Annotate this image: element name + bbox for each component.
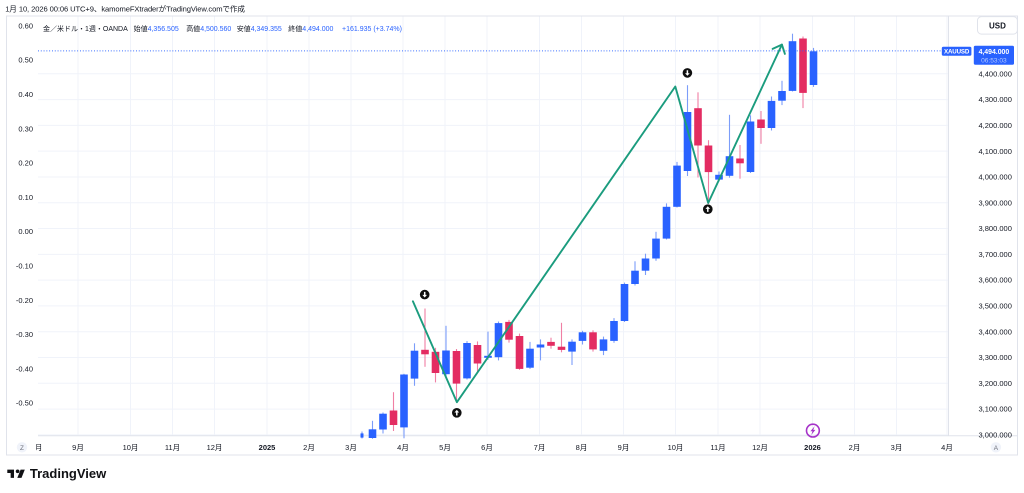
- svg-text:0.40: 0.40: [18, 90, 33, 99]
- svg-text:4,100.000: 4,100.000: [979, 147, 1012, 156]
- svg-text:9月: 9月: [618, 443, 630, 452]
- svg-text:4,000.000: 4,000.000: [979, 173, 1012, 182]
- svg-text:3,800.000: 3,800.000: [979, 224, 1012, 233]
- svg-text:8月: 8月: [576, 443, 588, 452]
- svg-text:-0.30: -0.30: [16, 330, 33, 339]
- svg-text:3,600.000: 3,600.000: [979, 276, 1012, 285]
- svg-text:4,400.000: 4,400.000: [979, 69, 1012, 78]
- svg-text:11月: 11月: [710, 443, 725, 452]
- svg-text:4月: 4月: [941, 443, 953, 452]
- svg-text:8月: 8月: [31, 443, 43, 452]
- svg-text:12月: 12月: [752, 443, 768, 452]
- svg-text:TradingView: TradingView: [30, 466, 107, 481]
- svg-text:XAUUSD: XAUUSD: [944, 49, 970, 56]
- svg-text:A: A: [994, 445, 999, 452]
- svg-text:1月 10, 2026 00:06 UTC+9、kamome: 1月 10, 2026 00:06 UTC+9、kamomeFXtraderがT…: [5, 3, 245, 13]
- svg-text:2026: 2026: [804, 443, 821, 452]
- svg-text:-0.50: -0.50: [16, 399, 33, 408]
- svg-text:3月: 3月: [345, 443, 357, 452]
- svg-text:Z: Z: [20, 445, 24, 452]
- svg-text:2月: 2月: [303, 443, 315, 452]
- svg-text:0.10: 0.10: [18, 193, 33, 202]
- svg-text:0.50: 0.50: [18, 56, 33, 65]
- svg-text:10月: 10月: [668, 443, 684, 452]
- svg-text:3,900.000: 3,900.000: [979, 198, 1012, 207]
- svg-text:-0.20: -0.20: [16, 296, 33, 305]
- svg-text:3,700.000: 3,700.000: [979, 250, 1012, 259]
- svg-text:12月: 12月: [207, 443, 223, 452]
- svg-text:06:53:03: 06:53:03: [981, 57, 1007, 64]
- svg-text:0.00: 0.00: [18, 227, 33, 236]
- svg-text:3月: 3月: [891, 443, 903, 452]
- svg-text:4月: 4月: [397, 443, 409, 452]
- svg-text:9月: 9月: [72, 443, 84, 452]
- svg-text:11月: 11月: [165, 443, 180, 452]
- svg-text:3,500.000: 3,500.000: [979, 302, 1012, 311]
- svg-text:3,300.000: 3,300.000: [979, 353, 1012, 362]
- svg-text:0.20: 0.20: [18, 159, 33, 168]
- svg-text:0.30: 0.30: [18, 124, 33, 133]
- svg-text:-0.40: -0.40: [16, 364, 33, 373]
- svg-text:7月: 7月: [534, 443, 546, 452]
- svg-text:4,300.000: 4,300.000: [979, 95, 1012, 104]
- svg-text:4,494.000: 4,494.000: [979, 49, 1010, 56]
- svg-text:2025: 2025: [259, 443, 276, 452]
- svg-text:-0.10: -0.10: [16, 262, 33, 271]
- svg-text:0.60: 0.60: [18, 21, 33, 30]
- svg-text:3,200.000: 3,200.000: [979, 379, 1012, 388]
- svg-text:10月: 10月: [123, 443, 139, 452]
- svg-text:6月: 6月: [481, 443, 493, 452]
- svg-text:3,000.000: 3,000.000: [979, 431, 1012, 440]
- svg-text:3,400.000: 3,400.000: [979, 327, 1012, 336]
- svg-text:2月: 2月: [849, 443, 861, 452]
- svg-text:3,100.000: 3,100.000: [979, 405, 1012, 414]
- svg-text:USD: USD: [989, 21, 1006, 30]
- svg-text:5月: 5月: [439, 443, 451, 452]
- svg-text:4,200.000: 4,200.000: [979, 121, 1012, 130]
